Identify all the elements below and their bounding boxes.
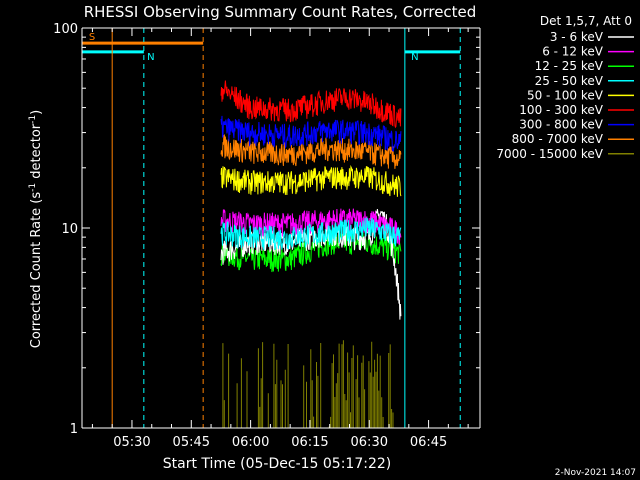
y-axis-label-main: Corrected Count Rate (s — [29, 192, 44, 349]
legend-label-4: 50 - 100 keV — [527, 88, 604, 102]
legend-label-3: 25 - 50 keV — [535, 74, 604, 88]
series-25-50-kev — [220, 217, 402, 251]
annotation-label-saa-0: S — [89, 32, 95, 43]
y-axis-label: Corrected Count Rate (s-1 detector-1) — [28, 110, 44, 348]
footer-timestamp: 2-Nov-2021 14:07 — [555, 468, 636, 478]
series-100-300-kev — [220, 80, 402, 129]
plot-area: S N N — [82, 28, 461, 428]
legend-label-7: 800 - 7000 keV — [512, 132, 604, 146]
legend-label-0: 3 - 6 keV — [550, 30, 604, 44]
series-7000-15000-kev — [222, 340, 394, 428]
y-ticks: 1 10 100 — [53, 22, 480, 437]
annotation-label-night-2: N — [411, 52, 418, 63]
legend-label-2: 12 - 25 keV — [535, 59, 604, 73]
y-tick-label-2: 100 — [53, 22, 78, 37]
x-ticks: 05:30 05:45 06:00 06:15 06:30 06:45 — [91, 28, 469, 450]
y-tick-label-0: 1 — [70, 422, 78, 437]
chart-title: RHESSI Observing Summary Count Rates, Co… — [84, 3, 477, 21]
y-axis-label-sup2: -1 — [28, 115, 38, 124]
annotation-label-night-1: N — [147, 52, 154, 63]
x-axis-label: Start Time (05-Dec-15 05:17:22) — [163, 456, 391, 472]
x-tick-label-0: 05:30 — [113, 435, 150, 450]
series-group — [220, 80, 402, 428]
x-tick-label-2: 06:00 — [232, 435, 269, 450]
x-tick-label-1: 05:45 — [173, 435, 210, 450]
y-axis-label-end: ) — [29, 110, 44, 115]
legend-label-5: 100 - 300 keV — [519, 103, 603, 117]
x-tick-label-3: 06:15 — [291, 435, 328, 450]
legend-label-1: 6 - 12 keV — [542, 45, 604, 59]
legend-label-6: 300 - 800 keV — [519, 118, 603, 132]
legend-label-8: 7000 - 15000 keV — [496, 147, 603, 161]
legend-title: Det 1,5,7, Att 0 — [540, 14, 632, 28]
series-300-800-kev — [220, 115, 402, 152]
y-axis-label-sup1: -1 — [28, 183, 38, 192]
series-50-100-kev — [220, 164, 402, 197]
y-tick-label-1: 10 — [61, 222, 78, 237]
x-tick-label-5: 06:45 — [410, 435, 447, 450]
y-axis-label-mid: detector — [29, 123, 44, 183]
x-tick-label-4: 06:30 — [351, 435, 388, 450]
